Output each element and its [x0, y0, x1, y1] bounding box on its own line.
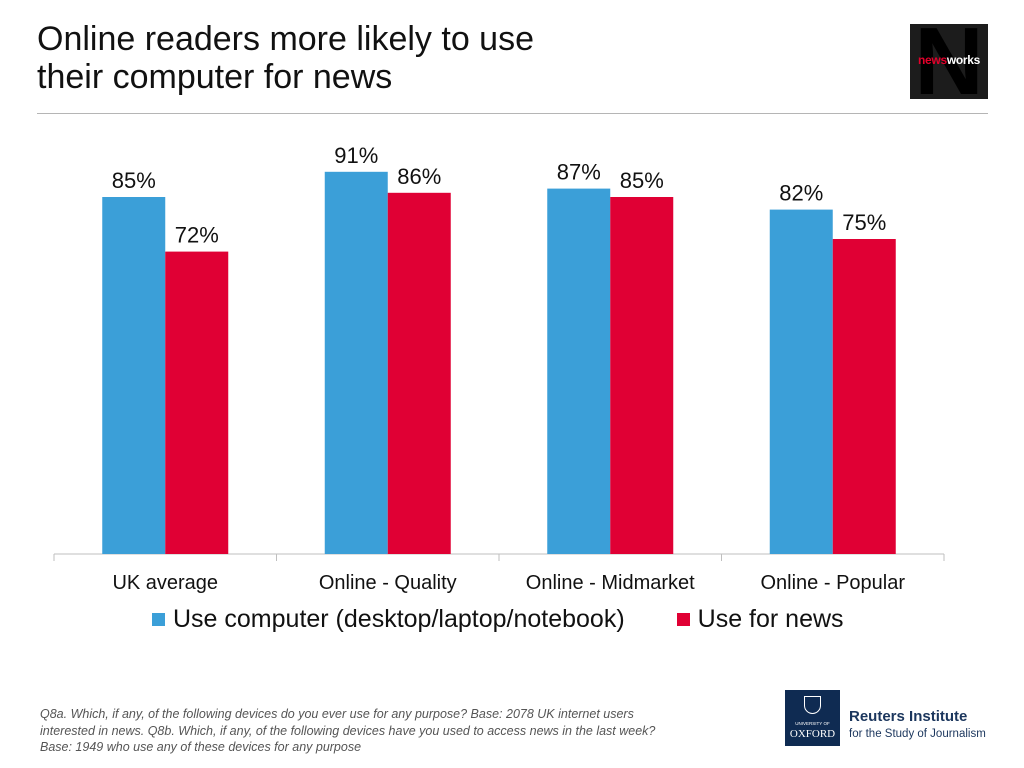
- data-label: 91%: [334, 143, 378, 168]
- data-label: 87%: [557, 160, 601, 185]
- oxford-crest-icon: [804, 696, 821, 714]
- legend-item-news: Use for news: [676, 605, 844, 634]
- bar-chart: 85% 72% UK average 91% 86% Online - Quality 87…: [53, 143, 945, 594]
- bar-news: [832, 239, 896, 554]
- category-label: Online - Midmarket: [526, 572, 695, 594]
- legend-item-computer: Use computer (desktop/laptop/notebook): [152, 605, 625, 634]
- data-label: 85%: [620, 168, 664, 193]
- data-label: 82%: [779, 181, 823, 206]
- category-label: Online - Quality: [319, 572, 457, 594]
- title-divider: [37, 113, 988, 114]
- footnote-line-3: Base: 1949 who use any of these devices …: [40, 740, 362, 754]
- bar-computer: [324, 171, 388, 555]
- footnote-line-1: Q8a. Which, if any, of the following dev…: [40, 707, 634, 721]
- bar-computer: [102, 197, 166, 554]
- newsworks-logo-letter: N: [914, 24, 984, 99]
- data-label: 72%: [175, 223, 219, 248]
- chart-legend: Use computer (desktop/laptop/notebook) U…: [152, 605, 844, 634]
- newsworks-logo-word-accent: news: [918, 53, 947, 67]
- category-label: Online - Popular: [760, 572, 905, 594]
- oxford-logo-big-text: OXFORD: [789, 728, 836, 740]
- oxford-logo-small-text: UNIVERSITY OF: [795, 721, 830, 726]
- source-footnote: Q8a. Which, if any, of the following dev…: [40, 706, 760, 756]
- title-line-2: their computer for news: [37, 58, 393, 96]
- footnote-line-2: interested in news. Q8b. Which, if any, …: [40, 723, 656, 738]
- reuters-institute-logo: Reuters Institute for the Study of Journ…: [849, 708, 986, 742]
- bar-news: [387, 192, 451, 555]
- reuters-institute-name: Reuters Institute: [849, 708, 968, 725]
- bar-news: [610, 197, 674, 554]
- oxford-logo: UNIVERSITY OF OXFORD: [785, 690, 840, 746]
- data-label: 85%: [112, 168, 156, 193]
- category-label: UK average: [112, 572, 218, 594]
- title-line-1: Online readers more likely to use: [37, 20, 535, 58]
- legend-swatch-news: [676, 613, 690, 626]
- newsworks-logo-word-rest: works: [946, 53, 980, 67]
- newsworks-logo-word: newsworks: [910, 53, 988, 67]
- data-label: 86%: [397, 164, 441, 189]
- legend-swatch-computer: [152, 613, 165, 626]
- data-label: 75%: [842, 210, 886, 235]
- bar-computer: [769, 209, 833, 554]
- page-title: Online readers more likely to use their …: [37, 20, 534, 96]
- bar-news: [165, 251, 229, 554]
- reuters-institute-subtitle: for the Study of Journalism: [849, 728, 986, 740]
- newsworks-logo: N newsworks: [910, 24, 988, 99]
- legend-label-computer: Use computer (desktop/laptop/notebook): [173, 605, 625, 633]
- legend-label-news: Use for news: [697, 605, 844, 633]
- bar-computer: [547, 188, 611, 554]
